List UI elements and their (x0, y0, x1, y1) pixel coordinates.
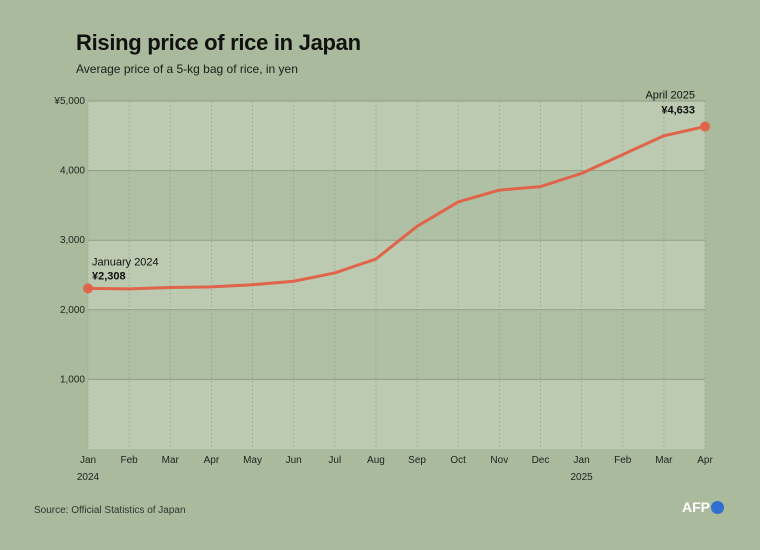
y-tick-label: ¥5,000 (53, 96, 85, 107)
plot-band (88, 101, 705, 171)
chart-title: Rising price of rice in Japan (76, 30, 361, 55)
chart-subtitle: Average price of a 5-kg bag of rice, in … (76, 62, 298, 76)
plot-band (88, 240, 705, 310)
y-axis-ticks: 1,000 2,000 3,000 4,000 ¥5,000 (53, 96, 85, 385)
gridlines (87, 100, 706, 449)
series-line (86, 125, 707, 291)
x-tick-label: Jan (80, 455, 96, 466)
x-tick-label: Feb (121, 455, 139, 466)
x-tick-label: May (243, 455, 262, 466)
data-point-marker (700, 121, 710, 132)
x-tick-label: Jan (574, 455, 590, 466)
annotation-value: ¥4,633 (661, 105, 695, 117)
x-tick-label: Dec (532, 455, 550, 466)
afp-logo: AFP (682, 499, 724, 515)
x-tick-label: Oct (450, 455, 466, 466)
plot-band (88, 309, 705, 380)
source-note: Source: Official Statistics of Japan (34, 505, 186, 516)
x-year-label: 2025 (570, 472, 593, 483)
x-tick-label: Feb (614, 455, 632, 466)
x-tick-label: Nov (490, 455, 508, 466)
x-tick-label: Aug (367, 455, 385, 466)
series-line-group (86, 125, 707, 291)
annotation-value: ¥2,308 (92, 270, 126, 282)
x-axis-ticks: Jan Feb Mar Apr May Jun Jul Aug Sep Oct Nov Dec Jan F… (77, 455, 714, 483)
plot-band (88, 170, 705, 241)
afp-logo-text: AFP (682, 499, 710, 515)
y-tick-label: 4,000 (60, 166, 85, 177)
x-tick-label: Sep (408, 455, 426, 466)
annotations: January 2024 ¥2,308 April 2025 ¥4,633 (83, 90, 710, 294)
x-tick-label: Jul (328, 455, 341, 466)
y-tick-label: 3,000 (60, 235, 85, 246)
y-tick-label: 1,000 (60, 374, 85, 385)
x-tick-label: Mar (655, 455, 673, 466)
plot-background (88, 101, 705, 449)
x-tick-label: Mar (162, 455, 180, 466)
annotation-label: January 2024 (92, 256, 159, 268)
x-year-label: 2024 (77, 472, 100, 483)
annotation-label: April 2025 (645, 90, 695, 102)
x-tick-label: Jun (286, 455, 302, 466)
y-tick-label: 2,000 (60, 305, 85, 316)
x-tick-label: Apr (697, 455, 713, 466)
afp-logo-dot (711, 500, 724, 514)
data-point-marker (83, 283, 93, 294)
x-tick-label: Apr (204, 455, 220, 466)
plot-band (88, 379, 705, 449)
